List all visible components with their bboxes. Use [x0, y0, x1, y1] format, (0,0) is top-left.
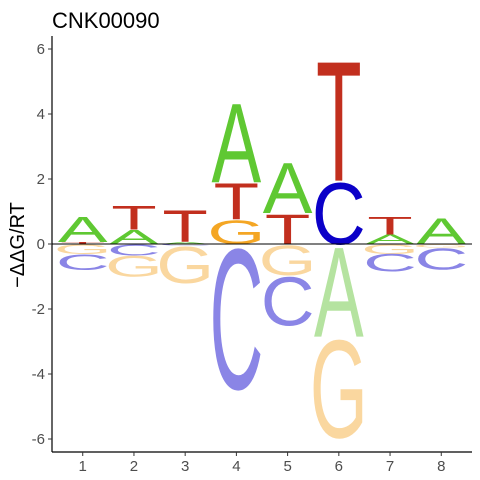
x-tick-label: 5 [283, 458, 291, 475]
y-tick-label: -2 [32, 301, 45, 318]
x-tick-label: 6 [335, 458, 343, 475]
logo-letter-A-pos4-pos2: A [212, 81, 262, 207]
logo-letter-C-pos1-neg1: C [56, 249, 110, 274]
y-axis-label: −ΔΔG/RT [7, 202, 29, 288]
y-tick-label: 6 [37, 41, 45, 58]
logo-letter-A-pos1-pos1: A [58, 210, 108, 250]
logo-letter-C-pos4-neg0: C [209, 208, 263, 432]
y-tick-label: -4 [32, 366, 45, 383]
logo-letter-A-pos3-pos0: A [160, 242, 211, 245]
y-tick-label: 0 [37, 236, 45, 253]
logo-letter-A-pos2-pos0: A [109, 226, 159, 249]
logo-letter-A-pos7-pos0: A [365, 232, 415, 247]
x-tick-label: 1 [79, 458, 87, 475]
logo-letter-G-pos8-neg0: G [412, 243, 470, 248]
y-tick-label: 2 [37, 171, 45, 188]
logo-letter-G-pos1-neg0: G [54, 242, 112, 257]
logo-letter-C-pos6-pos0: C [312, 165, 366, 263]
logo-letter-T-pos4-pos1: T [214, 173, 260, 231]
logo-letter-T-pos1-pos0: T [60, 242, 106, 245]
logo-letter-G-pos3-neg1: G [156, 236, 214, 294]
logo-letter-T-pos7-pos1: T [367, 212, 413, 240]
x-tick-label: 4 [232, 458, 240, 475]
logo-letter-A-pos8-pos0: A [416, 211, 467, 252]
logo-letter-C-pos8-neg1: C [414, 242, 468, 276]
logo-letter-C-pos7-neg1: C [363, 249, 417, 277]
logo-letter-T-pos6-pos1: T [316, 26, 362, 218]
y-tick-label: -6 [32, 431, 45, 448]
logo-letter-C-pos2-neg0: C [107, 241, 161, 259]
x-tick-label: 7 [386, 458, 394, 475]
x-tick-label: 3 [181, 458, 189, 475]
logo-letter-G-pos2-neg1: G [105, 250, 163, 283]
logo-letter-T-pos5-pos0: T [265, 205, 311, 253]
logo-letter-C-pos5-neg1: C [261, 263, 315, 340]
logo-letter-G-pos7-neg0: G [361, 242, 419, 257]
logo-letter-A-pos6-neg0: A [314, 222, 364, 365]
logo-letter-A-pos5-pos1: A [263, 148, 313, 229]
logo-letter-T-pos2-pos1: T [111, 200, 157, 237]
x-tick-label: 2 [130, 458, 138, 475]
x-tick-label: 8 [437, 458, 445, 475]
y-tick-label: 4 [37, 106, 45, 123]
axes: -6 -4 -2 0 2 4 6 1 2 3 4 5 6 7 8 [32, 36, 472, 475]
logo-letter-C-pos3-neg0: C [158, 244, 212, 247]
logo-letter-G-pos6-neg1: G [310, 311, 368, 467]
chart-title: CNK00090 [52, 8, 160, 33]
logo-letter-G-pos4-pos0: G [207, 214, 265, 251]
